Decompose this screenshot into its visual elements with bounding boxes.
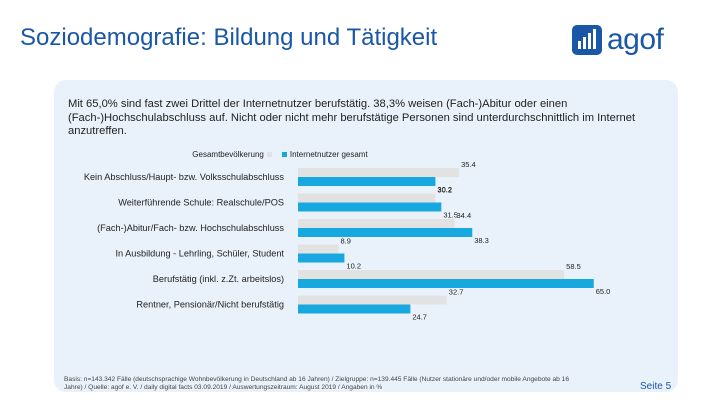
- bar-series-2: [298, 228, 473, 237]
- agof-logo: agof: [572, 20, 684, 60]
- legend-swatch-series-1: [266, 152, 272, 157]
- bar-series-2: [298, 202, 442, 212]
- legend-item-series-1: Gesamtbevölkerung: [192, 150, 272, 159]
- intro-text: Mit 65,0% sind fast zwei Drittel der Int…: [68, 98, 636, 137]
- bar-series-2: [298, 279, 594, 288]
- data-label-series-1: 32.7: [449, 288, 464, 297]
- footer-source: Basis: n=143.342 Fälle (deutschsprachige…: [64, 376, 569, 391]
- data-label-series-2: 65.0: [596, 287, 611, 296]
- data-label-series-1: 30.2: [437, 186, 452, 195]
- category-label: Kein Abschluss/Haupt- bzw. Volksschulabs…: [84, 172, 285, 182]
- category-label: In Ausbildung - Lehrling, Schüler, Stude…: [115, 249, 284, 259]
- bar-series-1: [298, 219, 455, 228]
- data-label-series-2: 30.2: [437, 185, 452, 194]
- bar-series-1: [298, 193, 436, 203]
- bar-series-1: [298, 168, 460, 177]
- legend-label-series-2: Internetnutzer gesamt: [289, 150, 368, 159]
- bar-series-2: [298, 253, 345, 263]
- page-number: Seite 5: [640, 381, 672, 392]
- page-title: Soziodemografie: Bildung und Tätigkeit: [20, 24, 438, 51]
- bar-series-2: [298, 177, 436, 186]
- data-label-series-2: 24.7: [412, 313, 427, 322]
- logo-text: agof: [607, 23, 664, 56]
- bar-series-2: [298, 304, 411, 314]
- chart-legend: Gesamtbevölkerung Internetnutzer gesamt: [0, 150, 560, 159]
- data-label-series-2: 31.5: [443, 211, 458, 220]
- data-label-series-2: 38.3: [474, 236, 489, 245]
- bar-series-1: [298, 244, 339, 254]
- category-label: (Fach-)Abitur/Fach- bzw. Hochschulabschl…: [97, 223, 284, 233]
- category-label: Rentner, Pensionär/Nicht berufstätig: [136, 300, 284, 310]
- legend-label-series-1: Gesamtbevölkerung: [192, 150, 264, 159]
- category-label: Weiterführende Schule: Realschule/POS: [118, 198, 284, 208]
- legend-swatch-series-2: [281, 152, 287, 157]
- category-label: Berufstätig (inkl. z.Zt. arbeitslos): [153, 274, 284, 284]
- legend-item-series-2: Internetnutzer gesamt: [281, 150, 368, 159]
- data-label-series-1: 8.9: [340, 237, 350, 246]
- data-label-series-2: 10.2: [346, 262, 361, 271]
- bar-chart-logo-icon: [572, 25, 602, 55]
- data-label-series-1: 35.4: [461, 160, 476, 169]
- bar-series-1: [298, 270, 565, 279]
- data-label-series-1: 34.4: [457, 211, 472, 220]
- bar-series-1: [298, 295, 447, 305]
- data-label-series-1: 58.5: [566, 262, 581, 271]
